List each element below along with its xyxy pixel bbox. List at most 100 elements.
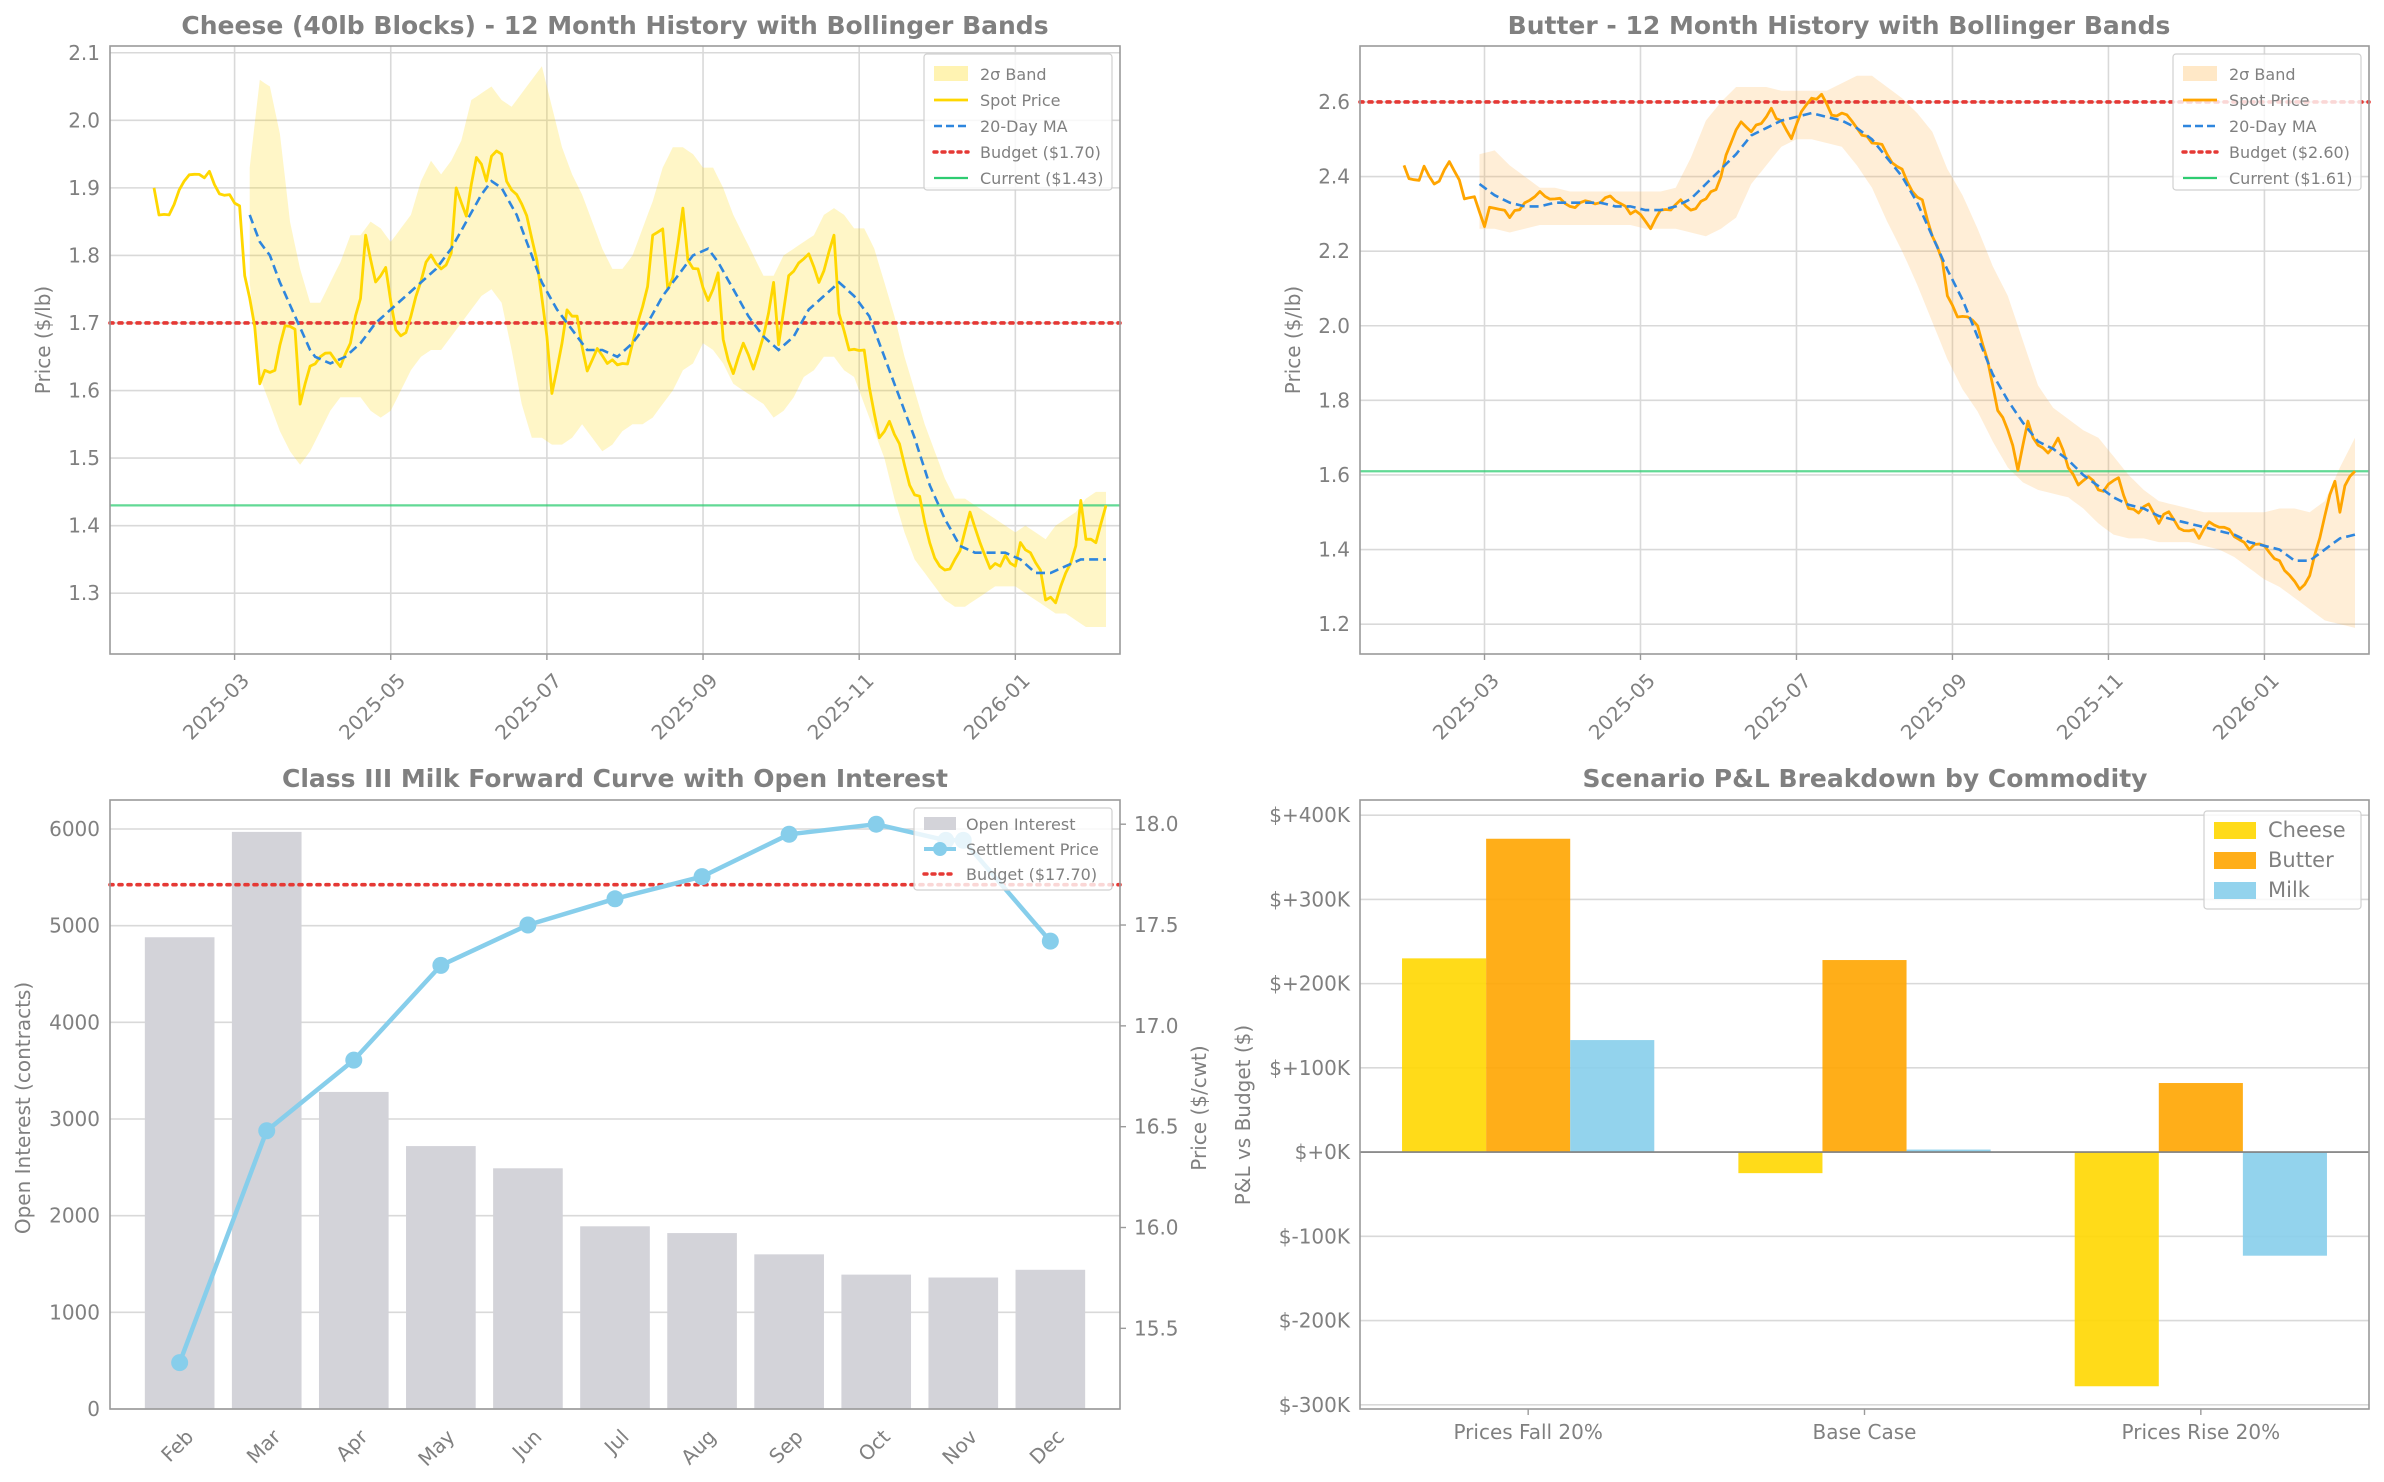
legend-swatch (2214, 822, 2256, 839)
milk-chart: Class III Milk Forward Curve with Open I… (11, 764, 1211, 1471)
open-interest-bar (231, 831, 302, 1409)
settlement-price-point (867, 815, 885, 833)
bollinger-band (1479, 75, 2355, 628)
x-tick-label: 2025-05 (1584, 668, 1660, 744)
open-interest-bar (1015, 1269, 1086, 1409)
y-tick-label: $-100K (1279, 1224, 1351, 1248)
x-tick-label: Aug (676, 1425, 721, 1470)
settlement-price-point (780, 825, 798, 843)
y-tick-label: 1.5 (68, 446, 100, 470)
x-tick-label: May (413, 1425, 459, 1471)
x-tick-label: Jun (506, 1425, 546, 1465)
x-tick-label: Apr (331, 1424, 373, 1466)
y-tick-label: 1.4 (68, 514, 100, 538)
y-tick-label: 1.7 (68, 311, 100, 335)
y-tick-label: $+0K (1295, 1140, 1351, 1164)
y-tick-label: $+400K (1269, 803, 1351, 827)
cheese-chart: Cheese (40lb Blocks) - 12 Month History … (31, 11, 1122, 745)
x-tick-label: Nov (937, 1425, 982, 1470)
milk-right-axis-label: Price ($/cwt) (1187, 1045, 1211, 1170)
settlement-price-point (171, 1354, 189, 1372)
plot-frame (1359, 799, 2370, 1410)
butter-y-axis-label: Price ($/lb) (1281, 286, 1305, 394)
milk-chart-title: Class III Milk Forward Curve with Open I… (282, 764, 948, 793)
open-interest-bar (406, 1146, 476, 1409)
x-tick-label: 2026-01 (959, 668, 1035, 744)
legend-box (2172, 53, 2362, 191)
x-tick-label: Feb (156, 1425, 198, 1467)
settlement-price-point (432, 956, 450, 974)
legend-label: Current ($1.43) (980, 169, 1103, 188)
y-tick-label: 2.1 (68, 41, 100, 65)
open-interest-bar (493, 1168, 563, 1409)
y-tick-label: $-200K (1279, 1309, 1351, 1333)
legend-swatch-bars (924, 817, 956, 830)
pnl-bar-milk (1570, 1040, 1655, 1153)
spot-price-line (1402, 92, 2356, 591)
legend-label: 20-Day MA (980, 117, 1068, 136)
y-tick-label: 2.0 (68, 108, 100, 132)
y-tick-label: 1.4 (1318, 538, 1350, 562)
x-tick-label: 2025-09 (1896, 668, 1972, 744)
x-tick-label: Jul (598, 1425, 633, 1460)
x-tick-label: Mar (242, 1424, 286, 1468)
left-tick-label: 6000 (49, 817, 100, 841)
legend-swatch-marker (933, 842, 947, 856)
x-tick-label: Prices Rise 20% (2122, 1420, 2281, 1444)
right-tick-label: 16.0 (1134, 1216, 1179, 1240)
open-interest-bar (580, 1226, 650, 1409)
open-interest-bar (318, 1091, 389, 1409)
legend-box (913, 807, 1113, 891)
open-interest-bar (144, 937, 215, 1409)
legend-label: 2σ Band (2229, 65, 2295, 84)
y-tick-label: $+100K (1269, 1056, 1351, 1080)
legend-label: Settlement Price (966, 840, 1099, 859)
scenario-chart: Scenario P&L Breakdown by Commodity P&L … (1231, 764, 2370, 1444)
butter-chart-title: Butter - 12 Month History with Bollinger… (1508, 11, 2171, 40)
open-interest-bar (754, 1254, 824, 1409)
y-tick-label: 1.8 (1318, 388, 1350, 412)
pnl-bar-cheese (1402, 958, 1487, 1153)
open-interest-bar (928, 1277, 999, 1409)
y-tick-label: 1.2 (1318, 612, 1350, 636)
left-tick-label: 5000 (49, 914, 100, 938)
right-tick-label: 15.5 (1134, 1316, 1179, 1340)
x-tick-label: 2025-11 (803, 668, 879, 744)
x-tick-label: 2025-07 (1740, 668, 1816, 744)
x-tick-label: Prices Fall 20% (1453, 1420, 1602, 1444)
legend-label: Milk (2268, 878, 2311, 902)
legend-swatch-band (2183, 66, 2217, 81)
legend-box (923, 53, 1113, 191)
cheese-chart-title: Cheese (40lb Blocks) - 12 Month History … (181, 11, 1048, 40)
y-tick-label: $+300K (1269, 887, 1351, 911)
pnl-bar-milk (2242, 1152, 2327, 1256)
y-tick-label: 1.6 (68, 379, 100, 403)
pnl-bar-cheese (2074, 1152, 2159, 1387)
settlement-price-point (693, 868, 711, 886)
legend-label: Butter (2268, 848, 2334, 872)
y-tick-label: $+200K (1269, 972, 1351, 996)
left-tick-label: 3000 (49, 1107, 100, 1131)
legend-label: Budget ($2.60) (2229, 143, 2350, 162)
x-tick-label: 2025-03 (178, 668, 254, 744)
y-tick-label: 2.2 (1318, 239, 1350, 263)
legend-label: Budget ($1.70) (980, 143, 1101, 162)
x-tick-label: Base Case (1812, 1420, 1916, 1444)
y-tick-label: 1.6 (1318, 463, 1350, 487)
right-tick-label: 17.5 (1134, 913, 1179, 937)
legend-swatch (2214, 882, 2256, 899)
open-interest-bar (667, 1233, 737, 1409)
legend-label: Spot Price (980, 91, 1061, 110)
moving-average-line (1478, 111, 2356, 562)
scenario-chart-title: Scenario P&L Breakdown by Commodity (1583, 764, 2148, 793)
settlement-price-point (1041, 932, 1059, 950)
y-tick-label: 1.3 (68, 581, 100, 605)
settlement-price-point (606, 890, 624, 908)
legend-label: Current ($1.61) (2229, 169, 2352, 188)
settlement-price-point (345, 1051, 363, 1069)
pnl-bar-milk (1906, 1149, 1991, 1153)
x-tick-label: Sep (764, 1425, 808, 1469)
y-tick-label: 1.8 (68, 243, 100, 267)
right-tick-label: 17.0 (1134, 1014, 1179, 1038)
